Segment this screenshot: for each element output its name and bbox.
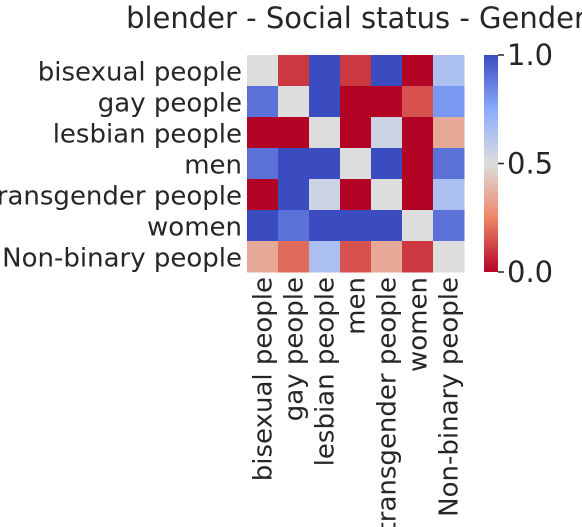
row-tick-label: bisexual people <box>38 58 242 88</box>
heatmap-cell <box>340 86 372 118</box>
row-tick-label: men <box>184 151 242 181</box>
row-tick-label: gay people <box>98 89 242 119</box>
column-tick-label: bisexual people <box>249 277 279 481</box>
row-tick-label: Non-binary people <box>2 244 242 274</box>
heatmap-cell <box>433 241 465 273</box>
row-tick-label: lesbian people <box>53 120 242 150</box>
column-tick-label: lesbian people <box>311 277 341 466</box>
heatmap-cell <box>278 86 310 118</box>
heatmap-cell <box>309 210 341 242</box>
heatmap-cell <box>278 210 310 242</box>
column-tick-label: gay people <box>280 277 310 421</box>
heatmap-cell <box>309 117 341 149</box>
heatmap-cell <box>278 179 310 211</box>
heatmap-cell <box>247 179 279 211</box>
heatmap-cell <box>340 55 372 87</box>
heatmap-cells <box>247 55 465 273</box>
heatmap-cell <box>309 179 341 211</box>
heatmap-cell <box>340 148 372 180</box>
colorbar-gradient <box>484 55 498 272</box>
heatmap-cell <box>340 179 372 211</box>
heatmap-cell <box>247 210 279 242</box>
heatmap-cell <box>371 210 403 242</box>
heatmap-cell <box>278 241 310 273</box>
heatmap-cell <box>371 117 403 149</box>
heatmap-cell <box>371 55 403 87</box>
heatmap-cell <box>402 179 434 211</box>
heatmap-cell <box>371 86 403 118</box>
heatmap-cell <box>433 117 465 149</box>
heatmap-cell <box>247 148 279 180</box>
heatmap-cell <box>402 210 434 242</box>
heatmap-cell <box>247 117 279 149</box>
heatmap-cell <box>402 241 434 273</box>
heatmap-cell <box>278 148 310 180</box>
colorbar-tick-label: 0.5 <box>507 147 553 181</box>
heatmap-cell <box>247 241 279 273</box>
colorbar: 0.0 0.5 1.0 <box>484 38 553 289</box>
row-tick-label: transgender people <box>0 182 242 212</box>
heatmap-cell <box>433 55 465 87</box>
heatmap-cell <box>402 117 434 149</box>
heatmap-cell <box>402 86 434 118</box>
heatmap-cell <box>433 179 465 211</box>
heatmap-cell <box>402 148 434 180</box>
colorbar-tick-label: 1.0 <box>507 38 553 72</box>
heatmap-cell <box>247 86 279 118</box>
heatmap-cell <box>402 55 434 87</box>
heatmap-cell <box>340 210 372 242</box>
heatmap-cell <box>278 55 310 87</box>
heatmap-cell <box>309 241 341 273</box>
column-tick-label: Non-binary people <box>435 277 465 517</box>
heatmap-cell <box>278 117 310 149</box>
column-tick-label: women <box>404 277 434 372</box>
heatmap-cell <box>309 148 341 180</box>
heatmap-cell <box>433 210 465 242</box>
heatmap-cell <box>371 148 403 180</box>
heatmap-cell <box>433 148 465 180</box>
colorbar-tick-label: 0.0 <box>507 255 553 289</box>
chart-title: blender - Social status - Gender <box>126 1 582 35</box>
column-tick-label: transgender people <box>373 277 403 527</box>
heatmap-cell <box>309 55 341 87</box>
heatmap-cell <box>371 241 403 273</box>
heatmap-cell <box>309 86 341 118</box>
heatmap-cell <box>433 86 465 118</box>
row-tick-label: women <box>147 213 242 243</box>
column-tick-label: men <box>342 277 372 335</box>
column-labels: bisexual people gay people lesbian people m… <box>249 277 465 527</box>
heatmap-cell <box>247 55 279 87</box>
heatmap-cell <box>371 179 403 211</box>
heatmap-cell <box>340 117 372 149</box>
heatmap-cell <box>340 241 372 273</box>
